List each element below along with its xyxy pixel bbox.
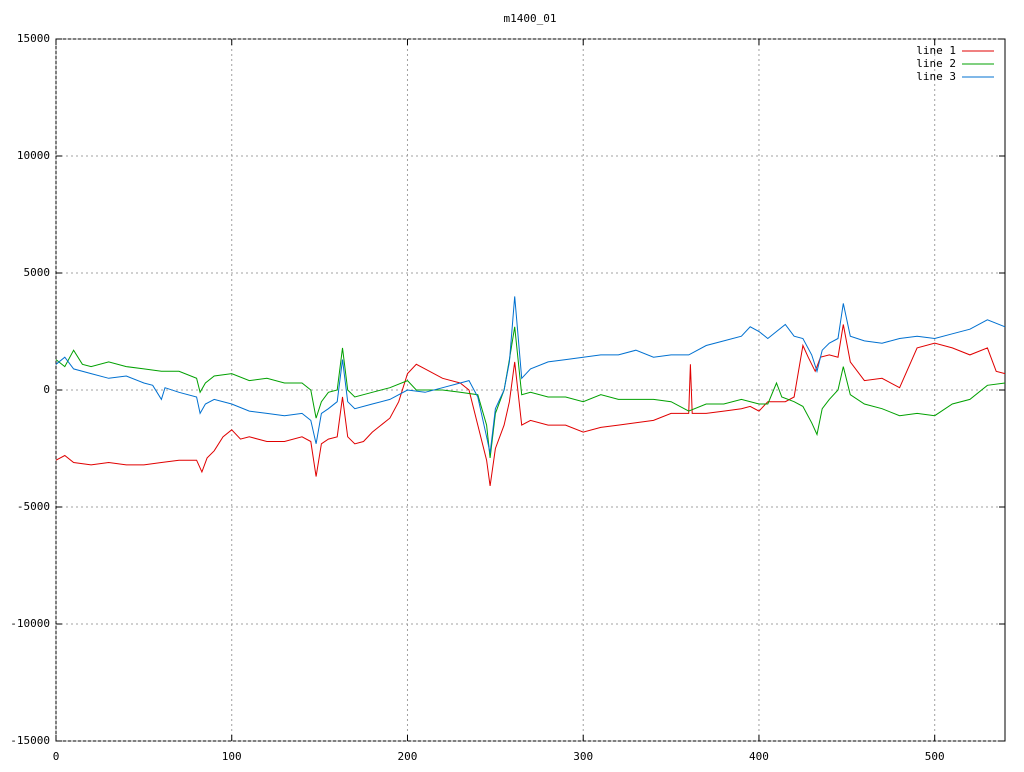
y-tick-label: -10000 [10,617,50,630]
chart-title: m1400_01 [504,12,557,25]
legend-label: line 2 [916,57,956,70]
y-tick-label: 10000 [17,149,50,162]
x-tick-label: 0 [53,750,60,763]
y-tick-label: 0 [43,383,50,396]
x-tick-label: 300 [573,750,593,763]
x-tick-label: 500 [925,750,945,763]
y-tick-label: 5000 [24,266,51,279]
x-tick-label: 400 [749,750,769,763]
x-tick-label: 200 [398,750,418,763]
legend-label: line 3 [916,70,956,83]
data-line [55,296,1006,454]
y-tick-label: -15000 [10,734,50,747]
data-line [55,326,1006,458]
y-tick-label: -5000 [17,500,50,513]
x-tick-label: 100 [222,750,242,763]
y-tick-label: 15000 [17,32,50,45]
legend-label: line 1 [916,44,956,57]
